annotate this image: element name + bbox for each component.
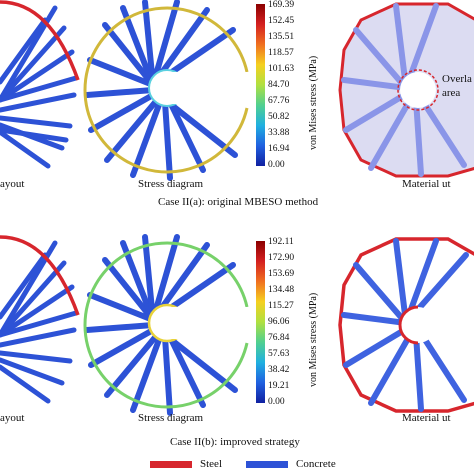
case-caption-b: Case II(b): improved strategy bbox=[170, 436, 300, 448]
layout-panel-a bbox=[0, 0, 80, 169]
colorbar-tick: 134.48 bbox=[268, 285, 295, 295]
colorbar-tick: 19.21 bbox=[268, 381, 290, 391]
colorbar-tick: 118.57 bbox=[268, 48, 294, 58]
colorbar-b bbox=[256, 241, 265, 403]
stress-diagram-a bbox=[83, 0, 257, 181]
colorbar-tick: 0.00 bbox=[268, 397, 285, 407]
colorbar-tick: 169.39 bbox=[268, 0, 295, 10]
colorbar-tick: 76.84 bbox=[268, 333, 290, 343]
panel-label-layout-b: ayout bbox=[0, 412, 25, 424]
legend-swatch-concrete bbox=[246, 460, 288, 468]
legend: Steel Concrete bbox=[150, 458, 336, 470]
colorbar-a bbox=[256, 4, 265, 166]
colorbar-tick: 0.00 bbox=[268, 160, 285, 170]
colorbar-tick: 192.11 bbox=[268, 237, 294, 247]
overlap-label-line: Overla bbox=[442, 73, 472, 85]
overlap-label-a: Overla area bbox=[442, 72, 472, 100]
material-panel-a bbox=[338, 2, 474, 178]
colorbar-tick: 67.76 bbox=[268, 96, 290, 106]
panel-label-stress-b: Stress diagram bbox=[138, 412, 204, 424]
legend-item-steel: Steel bbox=[150, 458, 222, 470]
legend-item-concrete: Concrete bbox=[246, 458, 336, 470]
layout-panel-b bbox=[0, 235, 80, 404]
legend-label-steel: Steel bbox=[200, 458, 222, 470]
colorbar-tick: 153.69 bbox=[268, 269, 295, 279]
colorbar-tick: 135.51 bbox=[268, 32, 295, 42]
colorbar-tick: 115.27 bbox=[268, 301, 294, 311]
colorbar-tick: 101.63 bbox=[268, 64, 295, 74]
colorbar-tick: 38.42 bbox=[268, 365, 290, 375]
colorbar-tick: 16.94 bbox=[268, 144, 290, 154]
stress-diagram-b bbox=[83, 234, 257, 416]
legend-swatch-steel bbox=[150, 460, 192, 468]
colorbar-title-a: von Mises stress (MPa) bbox=[308, 55, 319, 150]
overlap-label-line: area bbox=[442, 87, 461, 99]
colorbar-tick: 50.82 bbox=[268, 112, 290, 122]
panel-label-stress-a: Stress diagram bbox=[138, 178, 204, 190]
colorbar-tick: 57.63 bbox=[268, 349, 290, 359]
case-caption-a: Case II(a): original MBESO method bbox=[158, 196, 319, 208]
colorbar-tick: 172.90 bbox=[268, 253, 295, 263]
colorbar-tick: 84.70 bbox=[268, 80, 290, 90]
colorbar-title-b: von Mises stress (MPa) bbox=[308, 292, 319, 387]
colorbar-tick: 33.88 bbox=[268, 128, 290, 138]
legend-label-concrete: Concrete bbox=[296, 458, 336, 470]
panel-label-layout-a: ayout bbox=[0, 178, 25, 190]
material-panel-b bbox=[338, 237, 474, 413]
panel-label-material-b: Material ut bbox=[402, 412, 451, 424]
colorbar-tick: 152.45 bbox=[268, 16, 295, 26]
colorbar-tick: 96.06 bbox=[268, 317, 290, 327]
panel-label-material-a: Material ut bbox=[402, 178, 451, 190]
